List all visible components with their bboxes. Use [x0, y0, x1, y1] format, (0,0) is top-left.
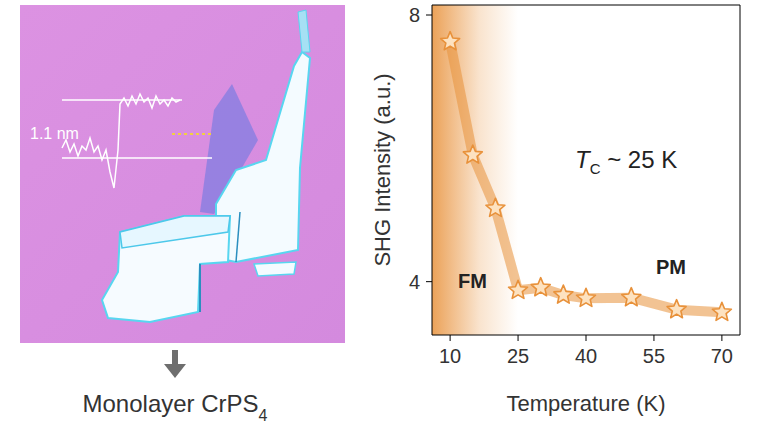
svg-text:Temperature (K): Temperature (K): [507, 391, 666, 416]
html-text:TC~ 25 K: TC~ 25 K: [575, 146, 678, 177]
svg-text:10: 10: [439, 345, 461, 367]
svg-text:4: 4: [409, 271, 420, 293]
svg-text:Monolayer CrPS4: Monolayer CrPS4: [83, 390, 268, 424]
svg-text:1.1 nm: 1.1 nm: [30, 125, 79, 142]
svg-text:70: 70: [711, 345, 733, 367]
svg-text:SHG Intensity (a.u.): SHG Intensity (a.u.): [370, 73, 395, 266]
svg-text:40: 40: [575, 345, 597, 367]
svg-text:25: 25: [507, 345, 529, 367]
html-text:PM: PM: [656, 256, 686, 278]
html-text:FM: FM: [458, 270, 487, 292]
svg-text:55: 55: [643, 345, 665, 367]
svg-text:8: 8: [409, 4, 420, 26]
